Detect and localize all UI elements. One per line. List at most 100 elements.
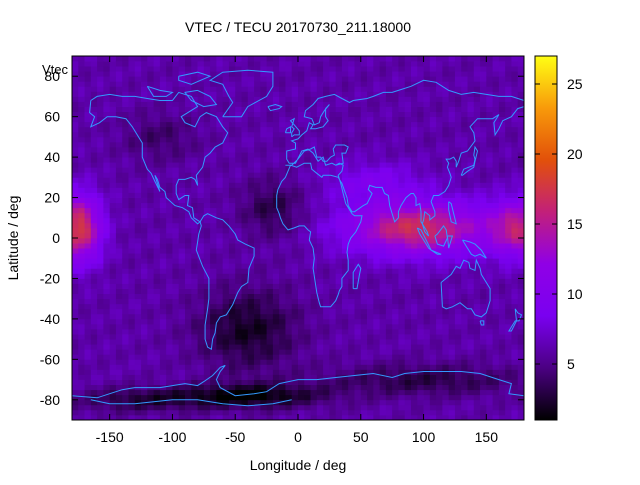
heatmap-cell xyxy=(134,101,142,107)
heatmap-cell xyxy=(247,268,255,274)
heatmap-cell xyxy=(379,379,387,386)
heatmap-cell xyxy=(323,323,330,330)
heatmap-cell xyxy=(360,268,368,274)
heatmap-cell xyxy=(122,152,129,158)
heatmap-cell xyxy=(191,76,198,82)
heatmap-cell xyxy=(147,344,155,350)
heatmap-cell xyxy=(398,293,406,300)
heatmap-cell xyxy=(90,187,98,193)
heatmap-cell xyxy=(486,394,494,401)
heatmap-cell xyxy=(266,197,274,204)
heatmap-cell xyxy=(323,308,330,315)
heatmap-cell xyxy=(304,409,311,416)
heatmap-cell xyxy=(210,273,217,279)
heatmap-cell xyxy=(78,141,85,148)
heatmap-cell xyxy=(122,263,129,269)
heatmap-cell xyxy=(492,369,500,375)
heatmap-cell xyxy=(197,136,205,143)
heatmap-cell xyxy=(429,192,437,198)
heatmap-cell xyxy=(341,273,349,279)
heatmap-cell xyxy=(316,141,324,148)
heatmap-cell xyxy=(216,414,224,421)
heatmap-cell xyxy=(228,71,236,77)
heatmap-cell xyxy=(103,313,111,320)
heatmap-cell xyxy=(90,263,98,269)
heatmap-cell xyxy=(254,409,261,416)
heatmap-cell xyxy=(316,106,324,113)
heatmap-cell xyxy=(341,258,349,264)
heatmap-cell xyxy=(385,182,393,188)
heatmap-cell xyxy=(341,394,349,401)
heatmap-cell xyxy=(266,364,274,370)
heatmap-cell xyxy=(166,379,173,386)
heatmap-cell xyxy=(153,349,161,355)
heatmap-cell xyxy=(153,116,161,123)
heatmap-cell xyxy=(235,258,242,264)
heatmap-cell xyxy=(404,121,412,128)
heatmap-cell xyxy=(203,364,211,370)
heatmap-cell xyxy=(335,414,343,421)
heatmap-cell xyxy=(316,126,324,133)
heatmap-cell xyxy=(153,71,161,77)
heatmap-cell xyxy=(115,121,123,128)
heatmap-cell xyxy=(285,313,293,320)
heatmap-cell xyxy=(128,136,136,143)
heatmap-cell xyxy=(473,288,481,295)
heatmap-cell xyxy=(316,313,324,320)
heatmap-cell xyxy=(398,157,406,163)
heatmap-cell xyxy=(392,192,399,198)
heatmap-cell xyxy=(235,81,242,87)
heatmap-cell xyxy=(134,273,142,279)
heatmap-cell xyxy=(241,177,249,183)
heatmap-cell xyxy=(103,187,111,193)
heatmap-cell xyxy=(147,339,155,345)
heatmap-cell xyxy=(159,172,167,178)
heatmap-cell xyxy=(153,66,161,72)
heatmap-cell xyxy=(97,187,104,193)
heatmap-cell xyxy=(72,243,79,249)
heatmap-cell xyxy=(166,318,173,325)
heatmap-cell xyxy=(122,106,129,113)
heatmap-cell xyxy=(373,141,381,148)
heatmap-cell xyxy=(467,258,475,264)
heatmap-cell xyxy=(279,86,286,92)
heatmap-cell xyxy=(310,217,318,224)
heatmap-cell xyxy=(329,283,337,289)
heatmap-cell xyxy=(404,278,412,284)
heatmap-cell xyxy=(480,121,487,128)
heatmap-cell xyxy=(442,273,450,279)
heatmap-cell xyxy=(266,323,274,330)
heatmap-cell xyxy=(436,389,443,396)
heatmap-cell xyxy=(90,177,98,183)
heatmap-cell xyxy=(291,329,299,335)
heatmap-cell xyxy=(467,101,475,107)
heatmap-cell xyxy=(115,248,123,254)
heatmap-cell xyxy=(423,293,431,300)
heatmap-cell xyxy=(398,389,406,396)
heatmap-cell xyxy=(247,106,255,113)
heatmap-cell xyxy=(185,404,192,411)
heatmap-cell xyxy=(473,162,481,168)
heatmap-cell xyxy=(115,334,123,340)
heatmap-cell xyxy=(109,157,117,163)
heatmap-cell xyxy=(329,86,337,92)
heatmap-cell xyxy=(480,263,487,269)
heatmap-cell xyxy=(241,379,249,386)
heatmap-cell xyxy=(492,298,500,305)
heatmap-cell xyxy=(235,207,242,214)
heatmap-cell xyxy=(498,283,506,289)
heatmap-cell xyxy=(266,248,274,254)
heatmap-cell xyxy=(247,243,255,249)
heatmap-cell xyxy=(147,379,155,386)
heatmap-cell xyxy=(442,263,450,269)
heatmap-cell xyxy=(436,278,443,284)
heatmap-cell xyxy=(354,227,362,234)
heatmap-cell xyxy=(335,394,343,401)
heatmap-cell xyxy=(122,359,129,365)
heatmap-cell xyxy=(423,71,431,77)
heatmap-cell xyxy=(147,192,155,198)
heatmap-cell xyxy=(97,177,104,183)
heatmap-cell xyxy=(310,389,318,396)
heatmap-cell xyxy=(285,273,293,279)
heatmap-cell xyxy=(505,318,512,325)
